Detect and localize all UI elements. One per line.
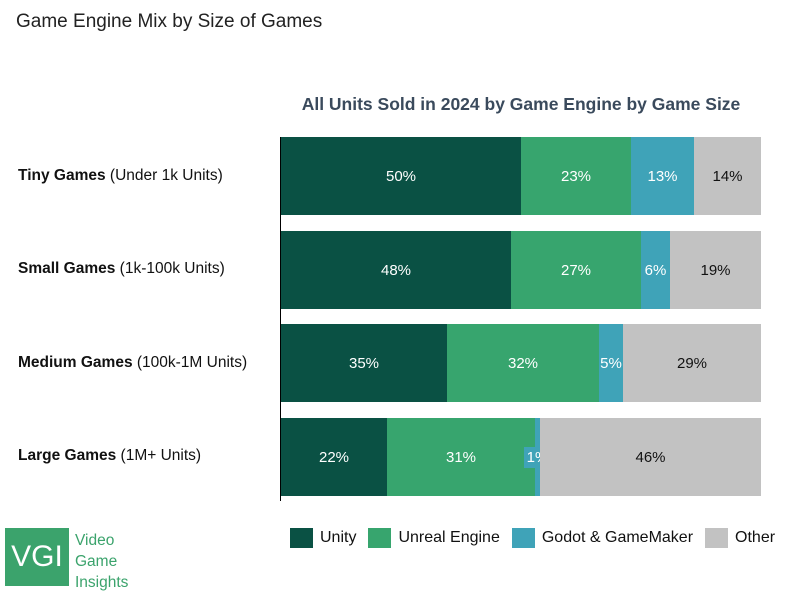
- bar-segment-other: 29%: [623, 324, 761, 402]
- bar-segment-other: 19%: [670, 231, 761, 309]
- legend-item-godot-gamemaker: Godot & GameMaker: [511, 528, 694, 548]
- logo-word: Video: [75, 532, 115, 549]
- bar-tiny-games: 50% 23% 13% 14%: [281, 137, 761, 215]
- category-name: Medium Games: [18, 354, 133, 371]
- data-label: 46%: [635, 448, 666, 466]
- bar-segment-unreal-engine: 23%: [521, 137, 631, 215]
- row-label-tiny-games: Tiny Games (Under 1k Units): [18, 167, 223, 185]
- bar-segment-other: 46%: [540, 418, 761, 496]
- data-label: 13%: [647, 167, 678, 185]
- data-label: 22%: [318, 448, 350, 466]
- logo-word: Insights: [75, 574, 129, 591]
- data-label: 32%: [507, 354, 539, 372]
- category-name: Large Games: [18, 447, 117, 464]
- category-detail: (Under 1k Units): [109, 167, 223, 184]
- legend-item-unity: Unity: [290, 528, 356, 548]
- bar-segment-unreal-engine: 32%: [447, 324, 599, 402]
- category-detail: (1k-100k Units): [119, 260, 225, 277]
- legend-label: Unreal Engine: [398, 529, 500, 546]
- data-label: 6%: [644, 261, 667, 279]
- legend-swatch: [705, 528, 729, 548]
- bar-segment-unity: 48%: [281, 231, 511, 309]
- category-detail: (100k-1M Units): [136, 354, 248, 371]
- legend-swatch: [368, 528, 392, 548]
- data-label: 14%: [712, 167, 743, 185]
- data-label: 35%: [348, 354, 380, 372]
- data-label: 23%: [560, 167, 592, 185]
- data-label: 31%: [445, 448, 477, 466]
- page-title: Game Engine Mix by Size of Games: [16, 11, 323, 32]
- bar-segment-other: 14%: [694, 137, 761, 215]
- bar-segment-unreal-engine: 31%: [387, 418, 535, 496]
- logo-wordmark: Video Game Insights: [75, 530, 128, 593]
- bar-small-games: 48% 27% 6% 19%: [281, 231, 761, 309]
- bar-segment-unity: 50%: [281, 137, 521, 215]
- data-label: 5%: [600, 354, 622, 372]
- chart-title: All Units Sold in 2024 by Game Engine by…: [301, 94, 741, 114]
- data-label: 27%: [560, 261, 592, 279]
- legend-label: Unity: [320, 529, 357, 546]
- logo-mark: VGI: [5, 528, 69, 586]
- legend-swatch: [511, 528, 535, 548]
- legend-label: Other: [735, 529, 776, 546]
- bar-segment-unreal-engine: 27%: [511, 231, 641, 309]
- legend-swatch: [290, 528, 313, 548]
- bar-segment-unity: 35%: [281, 324, 447, 402]
- bar-segment-godot-gamemaker: 13%: [631, 137, 694, 215]
- row-label-large-games: Large Games (1M+ Units): [18, 447, 201, 465]
- category-name: Tiny Games: [18, 167, 106, 184]
- logo-word: Game: [75, 553, 118, 570]
- legend-label: Godot & GameMaker: [541, 529, 694, 546]
- bar-segment-godot-gamemaker: 6%: [641, 231, 670, 309]
- data-label: 48%: [380, 261, 412, 279]
- legend-item-other: Other: [705, 528, 775, 548]
- data-label: 50%: [385, 167, 417, 185]
- data-label: 19%: [700, 261, 731, 279]
- data-label: 29%: [676, 354, 708, 372]
- bar-segment-unity: 22%: [281, 418, 387, 496]
- vgi-logo: VGI Video Game Insights: [5, 528, 145, 594]
- category-detail: (1M+ Units): [120, 447, 202, 464]
- category-name: Small Games: [18, 260, 116, 277]
- bar-segment-godot-gamemaker: 5%: [599, 324, 623, 402]
- legend: Unity Unreal Engine Godot & GameMaker Ot…: [290, 528, 775, 548]
- bar-large-games: 22% 31% 1% 46%: [281, 418, 761, 496]
- bar-medium-games: 35% 32% 5% 29%: [281, 324, 761, 402]
- row-label-medium-games: Medium Games (100k-1M Units): [18, 354, 247, 372]
- category-axis-line: [280, 137, 281, 501]
- legend-item-unreal-engine: Unreal Engine: [368, 528, 500, 548]
- row-label-small-games: Small Games (1k-100k Units): [18, 260, 225, 278]
